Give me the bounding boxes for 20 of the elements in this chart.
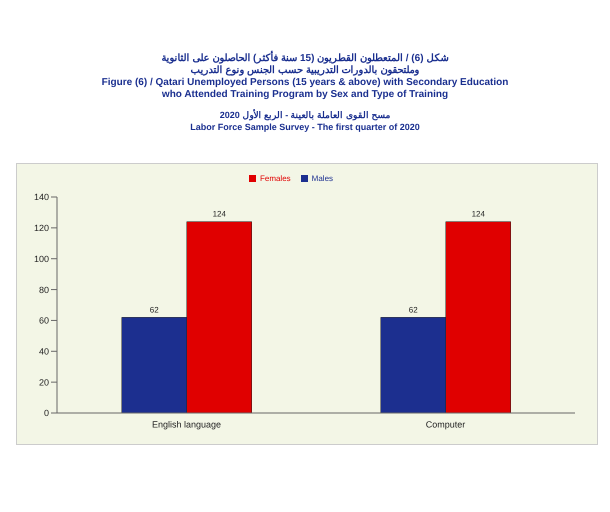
data-label: 124: [212, 210, 226, 219]
text: مسح القوى العاملة بالعينة - الربع الأول 2020: [218, 109, 392, 121]
x-tick-label: Computer: [426, 419, 466, 430]
x-tick-label: English language: [152, 419, 222, 430]
y-tick-label: 20: [38, 377, 49, 388]
legend-label: Females: [260, 174, 291, 183]
y-tick-label: 60: [38, 316, 49, 326]
y-tick-label: 100: [34, 254, 49, 264]
y-tick-label: 0: [44, 408, 49, 418]
data-label: 62: [408, 305, 418, 314]
text: Labor Force Sample Survey - The first quarter of 2020: [189, 121, 421, 133]
y-tick-label: 80: [38, 284, 49, 295]
chart-subtitle: Figure (6) / Qatari Unemployed Persons (15 years & above) with Secondary Education who Attended Training Program by Sex and Type of Training: [100, 77, 510, 101]
data-label: 124: [472, 210, 486, 219]
y-tick-label: 40: [38, 346, 49, 356]
y-tick-label: 140: [34, 192, 49, 202]
legend-label: Males: [312, 174, 334, 183]
chart-title: شكل (6) / المتعطلون القطريون (15 سنة فأكثر) الحاصلون على الثانوية وملتحقون بالدورات التدريبية حسب الجنس ونوع التدريب: [160, 53, 450, 77]
y-tick-label: 120: [34, 223, 49, 234]
data-label: 62: [150, 305, 160, 314]
